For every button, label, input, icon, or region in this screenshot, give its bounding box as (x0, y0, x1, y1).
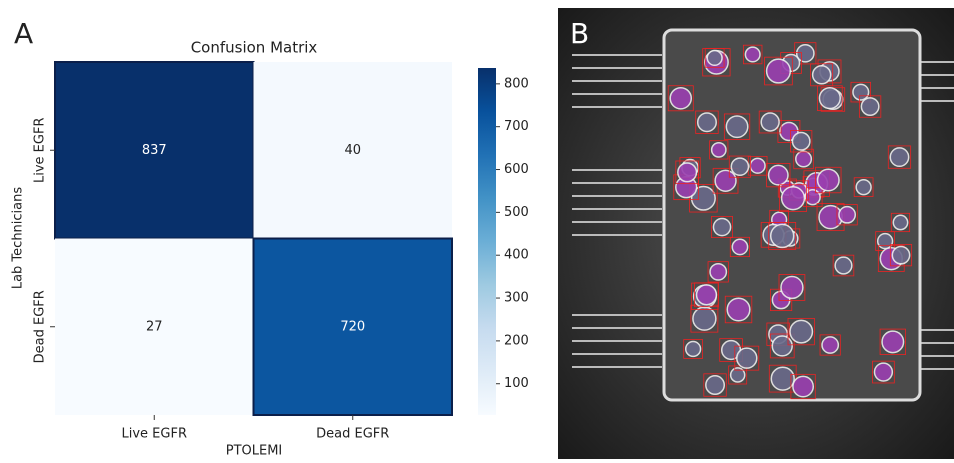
y-axis-label: Lab Technicians (11, 187, 26, 290)
y-tick-label: Live EGFR (33, 118, 48, 183)
x-tick-label: Live EGFR (122, 427, 187, 442)
cell-label: 837 (142, 143, 167, 158)
cell (715, 170, 736, 191)
cell (822, 337, 838, 353)
cell (713, 218, 730, 235)
cell (796, 151, 812, 167)
cell (732, 239, 747, 254)
cell (856, 180, 871, 195)
cell (835, 257, 852, 274)
cell (761, 113, 779, 131)
cell (697, 285, 717, 305)
cell (706, 376, 724, 394)
cell (819, 88, 840, 109)
cell (781, 277, 803, 299)
cell (790, 320, 812, 342)
panel-label: B (570, 17, 589, 50)
microscopy-image (558, 8, 954, 459)
colorbar (478, 68, 496, 415)
cell (678, 163, 697, 182)
cell (861, 98, 878, 115)
chart-title: Confusion Matrix (191, 39, 318, 57)
cell (712, 143, 726, 157)
cell (805, 190, 820, 205)
colorbar-tick-label: 800 (504, 76, 529, 91)
cell (731, 158, 748, 175)
cell (750, 158, 765, 173)
figure: A Confusion Matrix PTOLEMI Lab Technicia… (0, 0, 954, 459)
cell (875, 363, 893, 381)
cell (670, 88, 691, 109)
cell-label: 27 (146, 319, 163, 334)
colorbar-tick-label: 100 (504, 376, 529, 391)
panel-label: A (14, 17, 33, 50)
cell (839, 207, 855, 223)
cell (737, 348, 757, 368)
cell (698, 113, 717, 132)
cell (767, 59, 791, 83)
x-axis-label: PTOLEMI (226, 444, 283, 459)
cell (710, 264, 726, 280)
cell (893, 215, 907, 229)
cell (792, 133, 809, 150)
cell (892, 247, 909, 264)
colorbar-tick-label: 300 (504, 291, 529, 306)
cell (793, 376, 813, 396)
colorbar-tick-label: 500 (504, 205, 529, 220)
cell (745, 47, 760, 62)
colorbar-tick-label: 400 (504, 248, 529, 263)
cell (882, 331, 903, 352)
cell-label: 720 (340, 319, 365, 334)
cell (726, 116, 747, 137)
y-tick-label: Dead EGFR (33, 290, 48, 363)
cell (813, 66, 831, 84)
x-tick-label: Dead EGFR (316, 427, 389, 442)
colorbar-tick-label: 700 (504, 119, 529, 134)
cell (771, 224, 794, 247)
cell-label: 40 (344, 143, 361, 158)
cell (782, 187, 805, 210)
cell (727, 298, 750, 321)
cell (693, 307, 716, 330)
colorbar-tick-label: 600 (504, 162, 529, 177)
cell (853, 84, 869, 100)
colorbar-tick-label: 200 (504, 333, 529, 348)
cell (890, 148, 908, 166)
cell (818, 169, 840, 191)
cell (769, 165, 788, 184)
cell (707, 50, 722, 65)
cell (686, 342, 701, 357)
cell (772, 336, 792, 356)
